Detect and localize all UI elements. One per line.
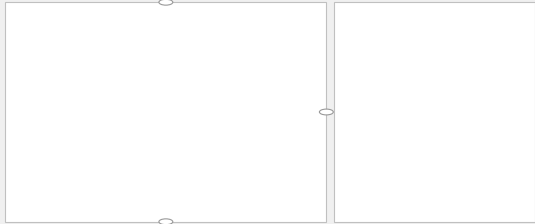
Text: Bin width: Bin width [370,123,407,132]
Title: Chart Title: Chart Title [134,15,206,29]
Text: Axis Options: Axis Options [363,70,419,79]
Bar [172,136,196,184]
Text: 100.0: 100.0 [459,160,479,166]
Bar [257,181,281,184]
Text: Automatic: Automatic [370,110,410,119]
Text: ●: ● [350,136,357,145]
Text: Number of bins: Number of bins [370,136,430,145]
Text: ✋: ✋ [347,48,353,58]
Text: ○: ○ [350,110,357,119]
Bar [115,108,139,184]
Text: Reset: Reset [503,160,522,166]
Text: Format Axis: Format Axis [347,11,411,21]
Text: ○: ○ [350,123,357,132]
Text: ○: ○ [350,97,357,106]
Text: Axis Options: Axis Options [347,29,403,38]
Text: Text Options: Text Options [431,29,480,38]
Text: 11.25: 11.25 [479,123,499,129]
Text: Overflow bin: Overflow bin [370,160,419,169]
Text: ▼: ▼ [499,11,505,17]
Text: 10: 10 [479,136,488,142]
Text: ×: × [517,11,524,20]
Bar [229,181,253,184]
Text: By Category: By Category [370,97,417,106]
Bar [286,155,310,184]
Text: ☑: ☑ [347,160,353,169]
Text: ⬡: ⬡ [391,48,400,58]
Text: Reset: Reset [503,182,522,188]
Text: ▼: ▼ [411,29,415,34]
Bar [143,88,168,184]
Text: Underflow bin: Underflow bin [370,182,424,191]
Text: 10.0: 10.0 [459,182,475,188]
Text: ❙❙❙: ❙❙❙ [434,48,456,57]
Bar [30,127,54,184]
Bar [87,79,111,184]
Text: Bins: Bins [354,84,371,93]
Bar [58,50,82,184]
Bar [201,127,225,184]
Text: ▼: ▼ [342,70,348,76]
Text: ☑: ☑ [347,182,353,191]
